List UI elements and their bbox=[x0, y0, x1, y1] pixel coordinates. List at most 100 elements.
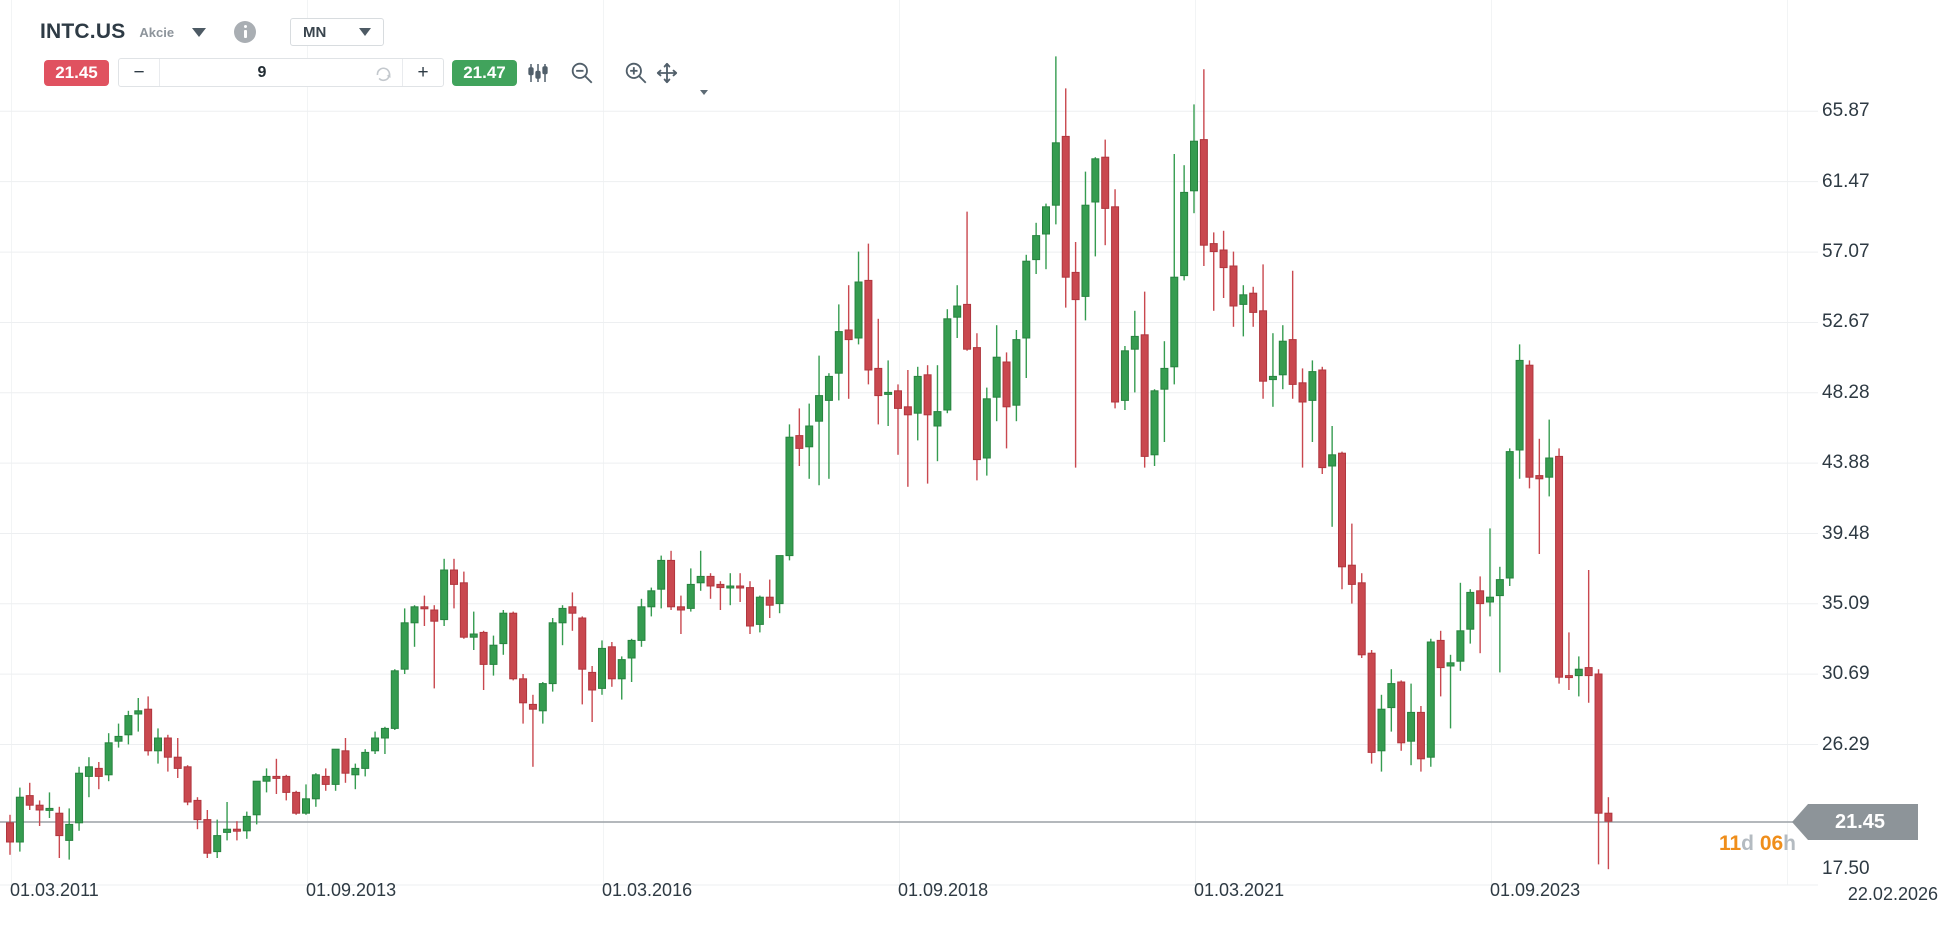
candle-body bbox=[1120, 350, 1129, 401]
candle-body bbox=[1338, 452, 1346, 568]
candle-body bbox=[65, 823, 74, 841]
candle-body bbox=[1486, 596, 1494, 603]
candle-body bbox=[509, 612, 518, 680]
date-axis-label: 01.03.2021 bbox=[1194, 880, 1285, 900]
candle-body bbox=[824, 375, 833, 401]
timeframe-select[interactable]: MN bbox=[290, 18, 384, 46]
candle-body bbox=[232, 828, 241, 832]
candle-body bbox=[1456, 630, 1465, 662]
candle-body bbox=[341, 750, 350, 774]
candle-body bbox=[617, 659, 626, 680]
price-axis-label: 43.88 bbox=[1822, 452, 1870, 474]
zoom-out-icon[interactable] bbox=[567, 58, 597, 88]
candle-body bbox=[627, 639, 636, 659]
timeframe-value: MN bbox=[303, 23, 327, 41]
candle-body bbox=[242, 815, 251, 832]
candle-body bbox=[1604, 812, 1613, 822]
candle-body bbox=[1239, 294, 1248, 305]
candle-body bbox=[1130, 335, 1139, 350]
candle-body bbox=[1268, 375, 1277, 381]
candle-body bbox=[469, 633, 478, 638]
candle-body bbox=[1574, 668, 1583, 677]
candle-body bbox=[1042, 206, 1050, 235]
candle-body bbox=[716, 583, 725, 589]
chart-type-candles-icon[interactable] bbox=[523, 58, 553, 88]
candle-body bbox=[272, 775, 281, 779]
price-axis-label: 30.69 bbox=[1822, 663, 1870, 685]
price-axis-label: 17.50 bbox=[1822, 858, 1870, 879]
candle-body bbox=[1416, 711, 1425, 760]
candle-body bbox=[223, 828, 232, 833]
candle-body bbox=[420, 606, 429, 610]
instrument-info-icon[interactable] bbox=[234, 21, 257, 43]
candle-body bbox=[568, 606, 577, 614]
candle-body bbox=[1545, 457, 1554, 478]
candle-body bbox=[1436, 639, 1445, 669]
candle-body bbox=[1426, 641, 1435, 758]
zoom-in-icon[interactable] bbox=[621, 58, 651, 88]
instrument-type-label: Akcie bbox=[139, 24, 175, 40]
price-axis-label: 52.67 bbox=[1822, 311, 1870, 333]
candle-body bbox=[933, 411, 942, 427]
candle-body bbox=[1190, 140, 1198, 192]
candle-body bbox=[321, 775, 330, 785]
candle-body bbox=[864, 279, 873, 371]
candle-body bbox=[124, 715, 133, 736]
candle-body bbox=[1259, 310, 1268, 382]
bid-price-button[interactable]: 21.45 bbox=[44, 60, 109, 86]
candle-body bbox=[15, 796, 24, 843]
candle-body bbox=[94, 767, 103, 777]
candle-body bbox=[1180, 191, 1189, 277]
candle-body bbox=[953, 305, 962, 318]
candle-body bbox=[519, 678, 528, 704]
candle-body bbox=[1505, 451, 1514, 579]
candle-body bbox=[588, 671, 597, 691]
candle-body bbox=[371, 737, 380, 752]
symbol-name[interactable]: INTC.US bbox=[40, 20, 126, 43]
candle-body bbox=[1140, 334, 1149, 457]
volume-input[interactable]: 9 bbox=[257, 63, 267, 81]
ask-price-button[interactable]: 21.47 bbox=[452, 60, 517, 86]
candle-body bbox=[302, 798, 310, 814]
candle-body bbox=[1535, 475, 1544, 480]
candle-body bbox=[459, 582, 468, 638]
candle-body bbox=[114, 735, 123, 742]
candle-body bbox=[282, 775, 291, 793]
refresh-icon[interactable] bbox=[364, 59, 402, 86]
right-edge-date-label: 22.02.2026 bbox=[1847, 884, 1938, 904]
candle-body bbox=[390, 670, 399, 729]
candle-body bbox=[913, 375, 922, 414]
pan-move-icon[interactable] bbox=[652, 58, 682, 88]
decrease-button[interactable]: − bbox=[133, 61, 145, 83]
candle-body bbox=[894, 390, 902, 409]
candle-body bbox=[1495, 579, 1504, 597]
candle-body bbox=[726, 585, 735, 589]
candle-body bbox=[1367, 652, 1376, 753]
instrument-header: INTC.US Akcie bbox=[40, 20, 257, 44]
candle-body bbox=[1525, 364, 1534, 478]
candle-body bbox=[104, 742, 113, 776]
stepper-divider bbox=[159, 59, 160, 86]
candle-body bbox=[193, 799, 202, 821]
candle-body bbox=[637, 606, 646, 641]
candle-body bbox=[35, 804, 44, 811]
candle-body bbox=[1564, 675, 1573, 679]
candle-body bbox=[410, 606, 419, 624]
candle-body bbox=[972, 347, 981, 461]
date-axis-label: 01.03.2016 bbox=[602, 880, 693, 900]
candle-body bbox=[183, 766, 192, 803]
candle-body bbox=[1407, 711, 1416, 742]
candle-body bbox=[440, 569, 449, 621]
candle-body bbox=[1584, 667, 1593, 677]
toolbar-more-caret-icon[interactable] bbox=[700, 90, 708, 95]
candle-body bbox=[1199, 139, 1208, 246]
candle-body bbox=[134, 710, 143, 715]
candle-body bbox=[1032, 235, 1041, 261]
symbol-dropdown-caret-icon[interactable] bbox=[192, 27, 207, 37]
price-axis-label: 26.29 bbox=[1822, 733, 1870, 755]
increase-button[interactable]: + bbox=[417, 61, 429, 83]
candle-body bbox=[361, 751, 370, 769]
candle-body bbox=[1209, 243, 1218, 253]
candle-body bbox=[1091, 158, 1100, 203]
